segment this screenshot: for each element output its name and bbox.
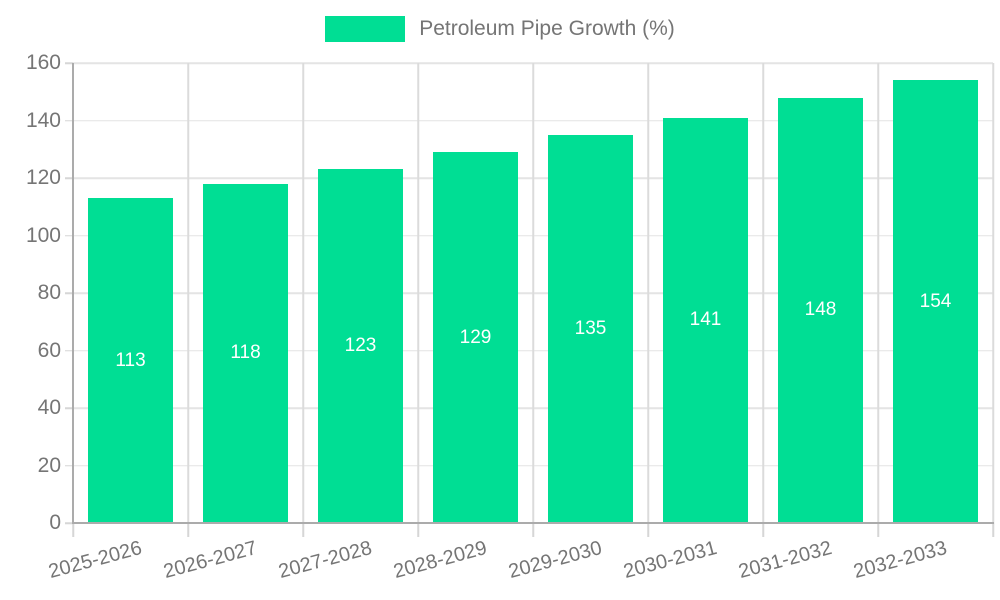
x-axis-line: [72, 522, 994, 524]
bar: 141: [663, 117, 748, 523]
bar: 148: [778, 97, 863, 523]
y-axis-tick: [65, 464, 73, 467]
bar: 118: [203, 183, 288, 523]
plot-area: 0 20 40 60 80 100 120 140 160 113 2025-2026 118 2026…: [26, 51, 994, 583]
bar: 123: [318, 169, 403, 523]
bar-value-label: 148: [804, 299, 837, 321]
bar: 135: [548, 134, 633, 523]
bar-value-label: 123: [344, 335, 377, 357]
y-axis-tick-label: 40: [37, 396, 61, 419]
bar: 129: [433, 152, 518, 523]
y-axis-tick: [65, 234, 73, 237]
bar-value-label: 118: [230, 342, 261, 364]
bar-value-label: 129: [459, 326, 492, 348]
x-axis-category-label: 2031-2032: [736, 537, 835, 584]
y-axis-tick: [65, 119, 73, 122]
y-axis-tick: [65, 407, 73, 409]
bar-value-label: 113: [115, 349, 146, 371]
x-axis-tick: [72, 523, 74, 537]
x-axis-category-label: 2026-2027: [161, 537, 260, 584]
bar-value-label: 141: [689, 309, 722, 331]
gridline-vertical: [417, 63, 419, 523]
x-axis-tick: [647, 523, 649, 537]
bar-value-label: 154: [919, 290, 952, 312]
gridline-vertical: [647, 63, 649, 523]
x-axis-tick: [877, 523, 879, 537]
x-axis-tick: [532, 523, 534, 537]
y-axis-tick: [65, 177, 73, 179]
x-axis-tick: [187, 523, 189, 537]
bar-value-label: 135: [574, 317, 607, 339]
x-axis-category-label: 2032-2033: [851, 537, 950, 584]
y-axis-tick-label: 140: [25, 108, 61, 132]
bar: 113: [88, 198, 173, 523]
y-axis-tick-label: 160: [25, 51, 61, 74]
gridline-vertical: [877, 63, 879, 523]
gridline-vertical: [762, 63, 764, 523]
gridline-vertical: [187, 63, 189, 523]
x-axis-tick: [762, 523, 764, 537]
x-axis-category-label: 2027-2028: [276, 537, 375, 584]
y-axis-tick-label: 20: [37, 453, 61, 477]
x-axis-tick: [992, 523, 994, 537]
gridline-vertical: [532, 63, 534, 523]
y-axis-tick-label: 0: [49, 511, 61, 534]
x-axis-category-label: 2030-2031: [621, 537, 720, 584]
bar: 154: [893, 80, 978, 523]
y-axis-line: [72, 63, 74, 523]
y-axis-tick-label: 80: [37, 281, 61, 304]
y-axis-tick-label: 120: [25, 166, 61, 189]
x-axis-category-label: 2029-2030: [506, 537, 605, 584]
y-axis-tick: [65, 62, 73, 64]
legend-swatch-icon: [325, 16, 406, 42]
y-axis-tick: [65, 522, 73, 524]
gridline-vertical: [302, 63, 304, 523]
y-axis-tick: [65, 349, 73, 352]
x-axis-category-label: 2028-2029: [391, 537, 490, 584]
x-axis-tick: [302, 523, 304, 537]
x-axis-tick: [417, 523, 419, 537]
y-axis-tick: [65, 292, 73, 294]
legend[interactable]: Petroleum Pipe Growth (%): [0, 16, 1000, 42]
legend-label: Petroleum Pipe Growth (%): [419, 17, 675, 40]
gridline-vertical: [992, 63, 994, 523]
y-axis-tick-label: 60: [37, 338, 61, 362]
x-axis-category-label: 2025-2026: [46, 537, 145, 584]
y-axis-tick-label: 100: [25, 223, 61, 247]
